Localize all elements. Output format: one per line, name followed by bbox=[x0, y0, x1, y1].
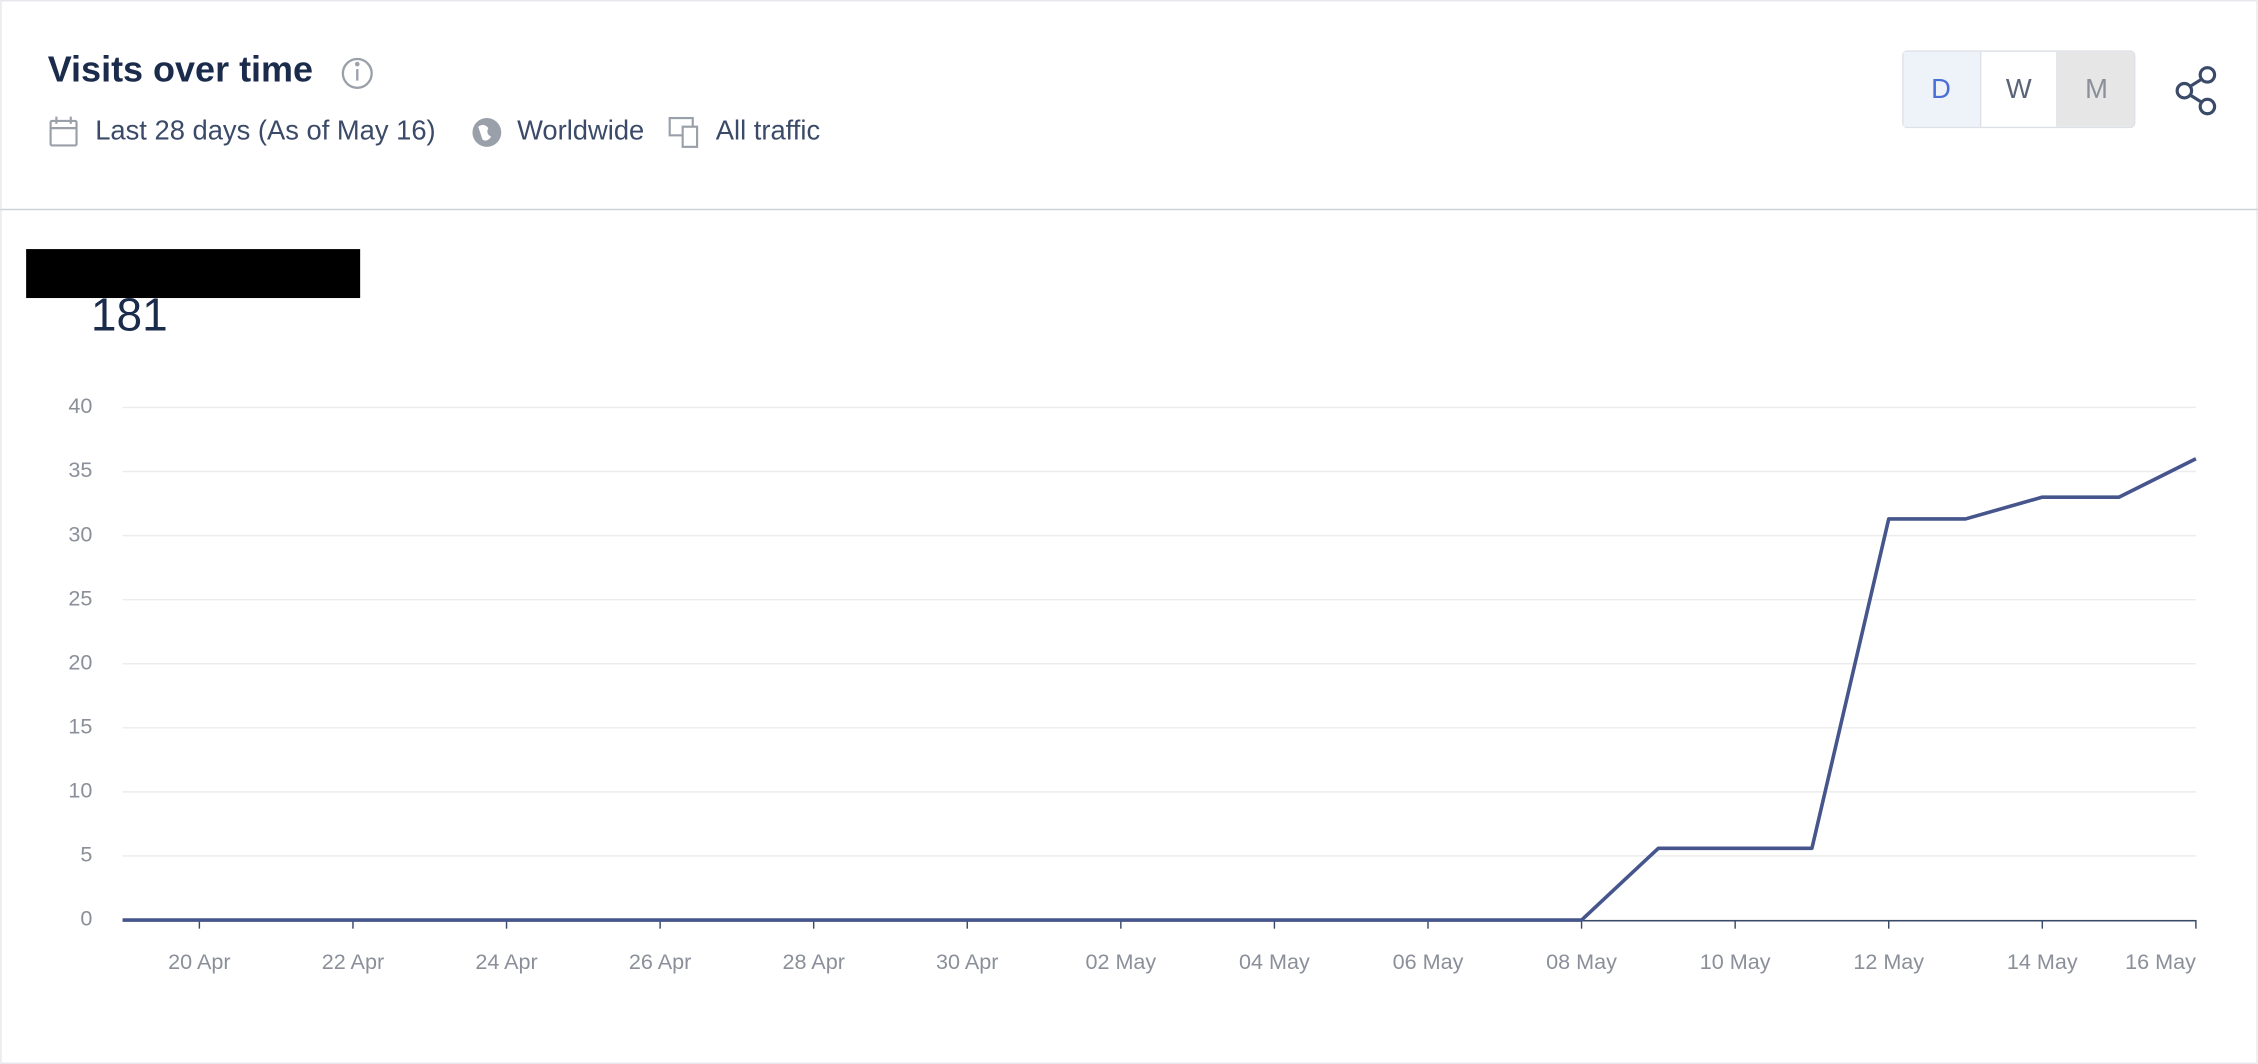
x-tick-label: 08 May bbox=[1546, 949, 1617, 974]
redacted bbox=[26, 249, 361, 299]
x-tick-label: 06 May bbox=[1393, 949, 1464, 974]
title: Visits over time bbox=[48, 48, 313, 89]
y-tick-label: 0 bbox=[80, 906, 92, 931]
x-tick-label: 28 Apr bbox=[782, 949, 844, 974]
toggle-d[interactable] bbox=[1903, 51, 1980, 127]
y-tick-label: 30 bbox=[68, 521, 92, 546]
date-range[interactable]: Last 28 days (As of May 16) bbox=[95, 115, 435, 146]
toggle-m[interactable] bbox=[2057, 51, 2134, 127]
traffic[interactable]: All traffic bbox=[716, 115, 820, 146]
y-tick-label: 15 bbox=[68, 714, 92, 739]
granularity-toggle: D W M bbox=[1902, 50, 2136, 129]
region[interactable]: Worldwide bbox=[517, 115, 644, 146]
x-tick-label: 26 Apr bbox=[629, 949, 691, 974]
x-tick-label: 24 Apr bbox=[475, 949, 537, 974]
x-tick-label: 22 Apr bbox=[322, 949, 384, 974]
x-tick-label: 02 May bbox=[1085, 949, 1156, 974]
toggle-label[interactable]: M bbox=[2085, 73, 2108, 104]
y-tick-label: 35 bbox=[68, 457, 92, 482]
plot: 0 5 10 15 20 25 30 35 40 20 Apr 22 Apr 24 Apr 26 Apr… bbox=[68, 393, 2197, 974]
y-tick-label: 40 bbox=[68, 393, 92, 418]
x-tick-label: 04 May bbox=[1239, 949, 1310, 974]
toggle-label[interactable]: D bbox=[1931, 73, 1951, 104]
y-tick-label: 25 bbox=[68, 585, 92, 610]
info-icon[interactable] bbox=[341, 57, 373, 89]
globe-icon bbox=[472, 118, 502, 147]
x-tick-label: 20 Apr bbox=[168, 949, 230, 974]
x-tick-label: 14 May bbox=[2007, 949, 2078, 974]
line-series bbox=[122, 457, 2197, 922]
x-tick-label: 16 May bbox=[2125, 949, 2196, 974]
toggle-label[interactable]: W bbox=[2006, 73, 2032, 104]
y-tick-label: 5 bbox=[80, 842, 92, 867]
share-icon[interactable] bbox=[2175, 66, 2217, 116]
x-tick-label: 30 Apr bbox=[936, 949, 998, 974]
device-icon bbox=[668, 116, 699, 148]
total: 181 bbox=[91, 288, 168, 340]
x-tick-label: 10 May bbox=[1700, 949, 1771, 974]
y-tick-label: 20 bbox=[68, 649, 92, 674]
calendar-icon bbox=[49, 116, 78, 147]
y-tick-label: 10 bbox=[68, 778, 92, 803]
x-tick-label: 12 May bbox=[1853, 949, 1924, 974]
